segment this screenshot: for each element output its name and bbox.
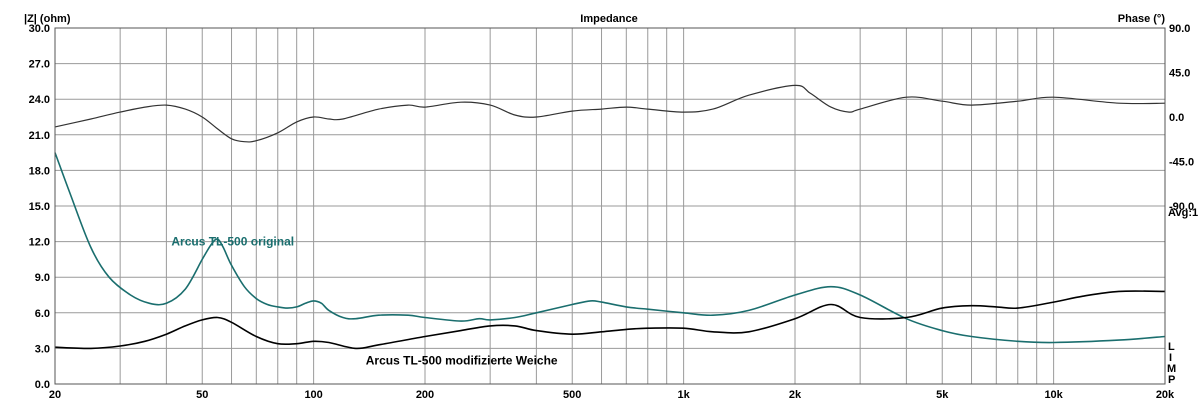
plot-frame xyxy=(54,27,1166,385)
limp-label-p: P xyxy=(1168,374,1175,386)
tick-labels: 20 50 100 200 500 1k 2k 5k 10k 20k 0.0 3.0 6.0 9.0 12.… xyxy=(29,23,1195,400)
limp-label-i: I xyxy=(1169,352,1172,364)
limp-label-l: L xyxy=(1168,341,1175,353)
y-tick-label: 9.0 xyxy=(35,272,50,284)
x-tick-label: 5k xyxy=(936,389,949,400)
series-group xyxy=(54,84,1166,350)
y-tick-label: 0.0 xyxy=(35,379,50,391)
y-tick-label: 15.0 xyxy=(29,201,50,213)
y2-tick-label: -45.0 xyxy=(1169,157,1194,169)
y2-tick-label: -90.0 xyxy=(1169,201,1194,213)
y2-tick-label: 45.0 xyxy=(1169,68,1190,80)
x-tick-label: 20k xyxy=(1156,389,1175,400)
y-tick-label: 30.0 xyxy=(29,23,50,35)
avg-label: Avg:1 xyxy=(1168,207,1198,219)
series-line-modifiziert xyxy=(54,290,1166,350)
x-tick-label: 1k xyxy=(677,389,690,400)
annotation-original: Arcus TL-500 original xyxy=(171,235,294,249)
y-tick-label: 6.0 xyxy=(35,308,50,320)
series-line-phase xyxy=(54,84,1166,143)
x-tick-label: 100 xyxy=(304,389,322,400)
grid xyxy=(55,28,1165,384)
annotation-modifiziert: Arcus TL-500 modifizierte Weiche xyxy=(366,353,558,367)
x-tick-label: 10k xyxy=(1044,389,1063,400)
x-tick-label: 2k xyxy=(789,389,802,400)
x-tick-label: 50 xyxy=(196,389,208,400)
y-tick-label: 18.0 xyxy=(29,165,50,177)
x-tick-label: 200 xyxy=(416,389,434,400)
y-tick-label: 12.0 xyxy=(29,237,50,249)
y-tick-label: 27.0 xyxy=(29,59,50,71)
y2-tick-label: 90.0 xyxy=(1169,23,1190,35)
x-tick-label: 500 xyxy=(563,389,581,400)
y2-tick-label: 0.0 xyxy=(1169,112,1184,124)
y-tick-label: 21.0 xyxy=(29,130,50,142)
x-tick-label: 20 xyxy=(49,389,61,400)
y2-axis-title: Phase (°) xyxy=(1118,13,1166,25)
limp-label-m: M xyxy=(1167,363,1176,375)
y-tick-label: 3.0 xyxy=(35,343,50,355)
y-axis-title: |Z| (ohm) xyxy=(24,13,71,25)
series-line-original xyxy=(54,152,1166,344)
chart-title: Impedance xyxy=(580,13,637,25)
y-tick-label: 24.0 xyxy=(29,94,50,106)
